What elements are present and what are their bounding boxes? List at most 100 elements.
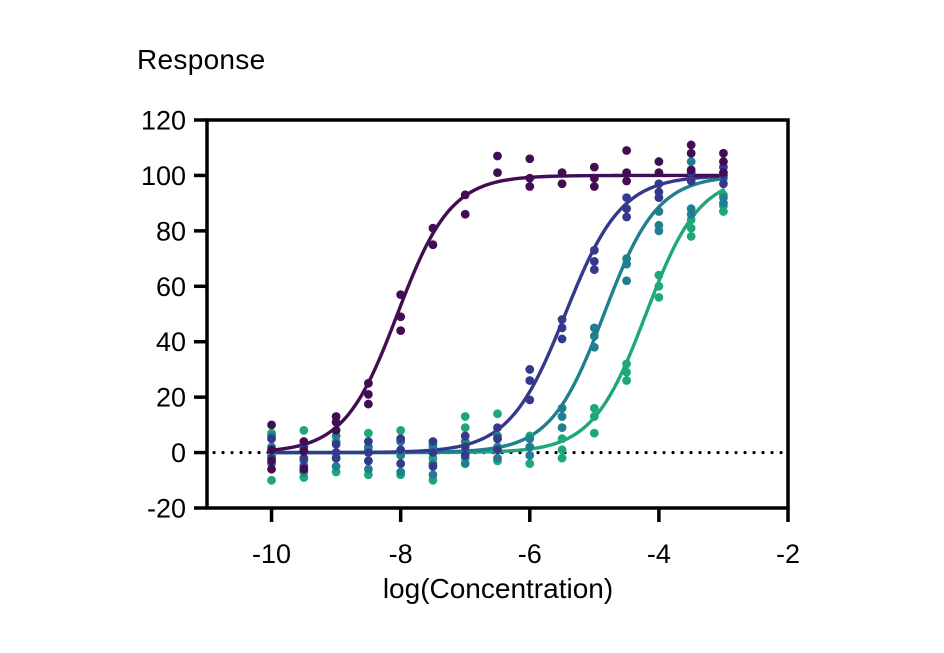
data-point-purple — [589, 173, 599, 183]
y-tick-label: 80 — [156, 216, 186, 246]
data-point-blue — [396, 445, 406, 455]
data-point-green — [460, 412, 470, 421]
data-point-teal — [525, 442, 535, 452]
y-tick-label: 20 — [156, 383, 186, 413]
data-point-blue — [396, 434, 406, 444]
data-point-purple — [686, 140, 696, 150]
data-point-purple — [363, 399, 373, 409]
chart-title: Response — [137, 44, 266, 75]
data-point-blue — [493, 423, 502, 433]
data-point-purple — [622, 176, 632, 186]
data-point-purple — [589, 162, 599, 172]
data-point-teal — [654, 207, 664, 216]
x-tick-label: -2 — [776, 539, 800, 569]
data-point-purple — [267, 464, 276, 474]
data-point-purple — [331, 417, 341, 427]
data-point-blue — [460, 442, 470, 452]
data-point-purple — [493, 168, 502, 178]
data-point-green — [719, 207, 728, 216]
data-point-green — [686, 223, 696, 233]
y-tick-label: 0 — [171, 438, 186, 468]
data-point-blue — [557, 323, 567, 333]
data-point-purple — [331, 426, 341, 435]
data-point-purple — [557, 179, 567, 189]
data-point-teal — [719, 198, 728, 208]
data-point-blue — [363, 448, 373, 457]
data-point-teal — [686, 157, 696, 166]
data-point-green — [525, 459, 535, 469]
data-point-blue — [525, 376, 535, 385]
data-point-green — [363, 428, 373, 438]
data-point-green — [622, 367, 632, 377]
data-point-purple — [525, 154, 535, 164]
data-point-blue — [525, 395, 535, 405]
data-point-blue — [622, 193, 632, 203]
data-point-purple — [428, 223, 438, 233]
data-point-blue — [654, 179, 664, 189]
data-point-blue — [299, 453, 309, 463]
data-point-blue — [622, 212, 632, 222]
data-point-green — [396, 426, 406, 435]
data-point-purple — [363, 378, 373, 388]
data-point-purple — [525, 173, 535, 183]
data-point-blue — [493, 445, 502, 455]
data-point-blue — [589, 265, 599, 275]
data-point-blue — [396, 459, 406, 469]
data-point-green — [654, 270, 664, 280]
data-point-purple — [686, 165, 696, 175]
data-point-green — [557, 453, 567, 463]
data-point-blue — [331, 439, 341, 449]
data-point-blue — [460, 431, 470, 441]
data-point-purple — [396, 326, 406, 336]
data-point-purple — [460, 190, 470, 200]
data-point-green — [589, 412, 599, 421]
data-point-purple — [460, 209, 470, 219]
data-point-purple — [557, 168, 567, 178]
data-point-green — [493, 409, 502, 419]
data-point-green — [622, 376, 632, 385]
data-point-purple — [299, 446, 309, 456]
data-point-blue — [493, 434, 502, 444]
data-point-purple — [363, 389, 373, 399]
data-point-blue — [363, 437, 373, 446]
data-point-purple — [493, 151, 502, 161]
data-point-purple — [654, 168, 664, 178]
y-tick-label: 60 — [156, 272, 186, 302]
data-point-blue — [428, 437, 438, 446]
data-point-teal — [589, 323, 599, 333]
data-point-purple — [525, 182, 535, 191]
data-point-green — [654, 281, 664, 291]
data-point-purple — [396, 290, 406, 299]
data-point-blue — [589, 245, 599, 255]
x-axis-title: log(Concentration) — [382, 573, 614, 604]
data-point-blue — [428, 462, 438, 471]
data-point-blue — [719, 179, 728, 189]
data-point-teal — [589, 331, 599, 341]
y-tick-label: -20 — [147, 494, 186, 524]
data-point-purple — [267, 456, 276, 466]
y-tick-label: 40 — [156, 327, 186, 357]
data-point-teal — [654, 226, 664, 236]
data-point-purple — [428, 240, 438, 250]
data-point-purple — [719, 148, 728, 158]
data-point-teal — [525, 450, 535, 460]
data-point-green — [267, 475, 276, 485]
data-point-teal — [363, 464, 373, 474]
data-point-purple — [589, 182, 599, 191]
x-tick-label: -4 — [647, 539, 671, 569]
data-point-blue — [428, 448, 438, 457]
data-point-blue — [557, 334, 567, 344]
data-point-purple — [396, 312, 406, 322]
data-point-blue — [686, 176, 696, 186]
data-point-green — [589, 428, 599, 438]
data-point-green — [686, 232, 696, 241]
data-point-teal — [396, 467, 406, 477]
data-point-blue — [589, 256, 599, 266]
data-point-blue — [557, 315, 567, 324]
data-point-green — [654, 292, 664, 302]
data-point-purple — [299, 464, 309, 474]
plot-frame — [205, 118, 790, 510]
x-tick-label: -8 — [389, 539, 413, 569]
